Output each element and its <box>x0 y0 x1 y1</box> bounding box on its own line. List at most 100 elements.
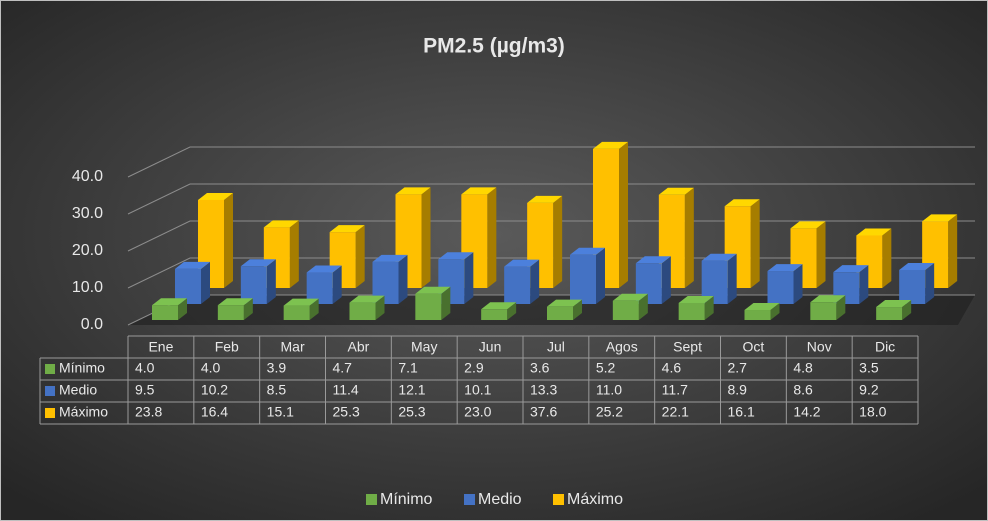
bar <box>547 299 582 320</box>
bar-side <box>638 293 648 320</box>
y-tick-label: 30.0 <box>72 205 103 222</box>
y-tick-label: 20.0 <box>72 242 103 259</box>
bar-side <box>596 247 605 304</box>
table-header: Agos <box>606 339 638 355</box>
bar-top <box>899 262 935 270</box>
bar-side <box>793 264 803 304</box>
bar-top <box>349 295 385 303</box>
bar-side <box>309 298 319 320</box>
bar-top <box>504 259 540 267</box>
bar-side <box>421 187 431 288</box>
table-header: Abr <box>348 339 370 355</box>
bar-top <box>701 253 737 261</box>
bar-side <box>332 265 342 304</box>
bar-front <box>899 269 926 304</box>
bar-top <box>810 295 846 303</box>
table-cell: 4.6 <box>662 360 682 376</box>
bar <box>570 247 605 304</box>
bar-side <box>464 252 474 304</box>
table-cell: 4.7 <box>333 360 353 376</box>
bar-top <box>612 293 648 301</box>
table-legend-key <box>45 386 55 396</box>
bar <box>175 261 210 304</box>
bar-top <box>481 302 517 310</box>
table-cell: 16.4 <box>201 404 228 420</box>
table-row-label: Mínimo <box>59 360 105 376</box>
bar <box>283 298 319 320</box>
bar-top <box>152 298 187 306</box>
table-cell: 37.6 <box>530 404 557 420</box>
bar-top <box>263 220 299 228</box>
bar <box>152 298 187 320</box>
table-cell: 8.9 <box>728 382 748 398</box>
bar-side <box>355 225 365 288</box>
legend-label: Medio <box>478 491 522 508</box>
bar <box>306 265 342 304</box>
grid-line <box>127 183 975 215</box>
bar-front <box>612 300 639 320</box>
table-header: May <box>411 339 437 355</box>
table-cell: 11.7 <box>662 382 688 398</box>
bar-top <box>724 199 760 207</box>
bar-side <box>727 253 737 304</box>
table-cell: 11.0 <box>596 382 622 398</box>
bar <box>593 141 628 288</box>
bar-side <box>375 295 385 320</box>
bar <box>899 262 935 304</box>
bar-top <box>198 192 233 200</box>
bar-top <box>240 259 276 267</box>
bar-top <box>175 261 210 269</box>
bar-top <box>570 247 605 255</box>
bar-top <box>217 298 253 306</box>
bar <box>744 303 780 320</box>
table-cell: 8.5 <box>267 382 287 398</box>
table-cell: 18.0 <box>859 404 886 420</box>
bar <box>504 259 540 304</box>
bar-top <box>547 299 582 307</box>
bar <box>217 298 253 320</box>
table-cell: 23.8 <box>135 404 162 420</box>
bar-side <box>816 221 826 288</box>
bar-side <box>661 256 671 304</box>
table-cell: 25.3 <box>398 404 425 420</box>
bar-top <box>283 298 319 306</box>
bar-front <box>349 302 376 320</box>
y-tick-label: 40.0 <box>72 168 103 185</box>
bar-top <box>329 225 365 233</box>
table-cell: 4.0 <box>201 360 221 376</box>
bar-side <box>201 261 210 304</box>
bar <box>767 264 803 304</box>
bar-side <box>507 302 517 320</box>
grid-line <box>127 220 975 252</box>
bar-side <box>684 187 694 288</box>
bar <box>635 256 671 304</box>
bar-side <box>859 265 869 304</box>
table-cell: 5.2 <box>596 360 616 376</box>
bar-top <box>790 221 826 229</box>
table-header: Feb <box>215 339 239 355</box>
table-cell: 3.9 <box>267 360 287 376</box>
grid-line <box>127 146 975 178</box>
bar <box>612 293 648 320</box>
table-cell: 23.0 <box>464 404 491 420</box>
bar-top <box>876 300 912 308</box>
bar-front <box>547 306 573 320</box>
table-header: Dic <box>875 339 895 355</box>
bar <box>329 225 365 288</box>
bar-front <box>504 266 531 304</box>
bar-side <box>836 295 846 320</box>
bar-top <box>833 265 869 273</box>
bar <box>461 187 497 288</box>
bar-top <box>744 303 780 311</box>
table-cell: 10.1 <box>464 382 491 398</box>
bar-top <box>306 265 342 273</box>
table-cell: 3.5 <box>859 360 879 376</box>
table-cell: 25.3 <box>333 404 360 420</box>
bar-side <box>530 259 540 304</box>
bar-front <box>678 302 705 320</box>
bar-side <box>619 141 628 288</box>
table-cell: 25.2 <box>596 404 623 420</box>
bar-front <box>283 305 310 320</box>
bar-top <box>635 256 671 264</box>
